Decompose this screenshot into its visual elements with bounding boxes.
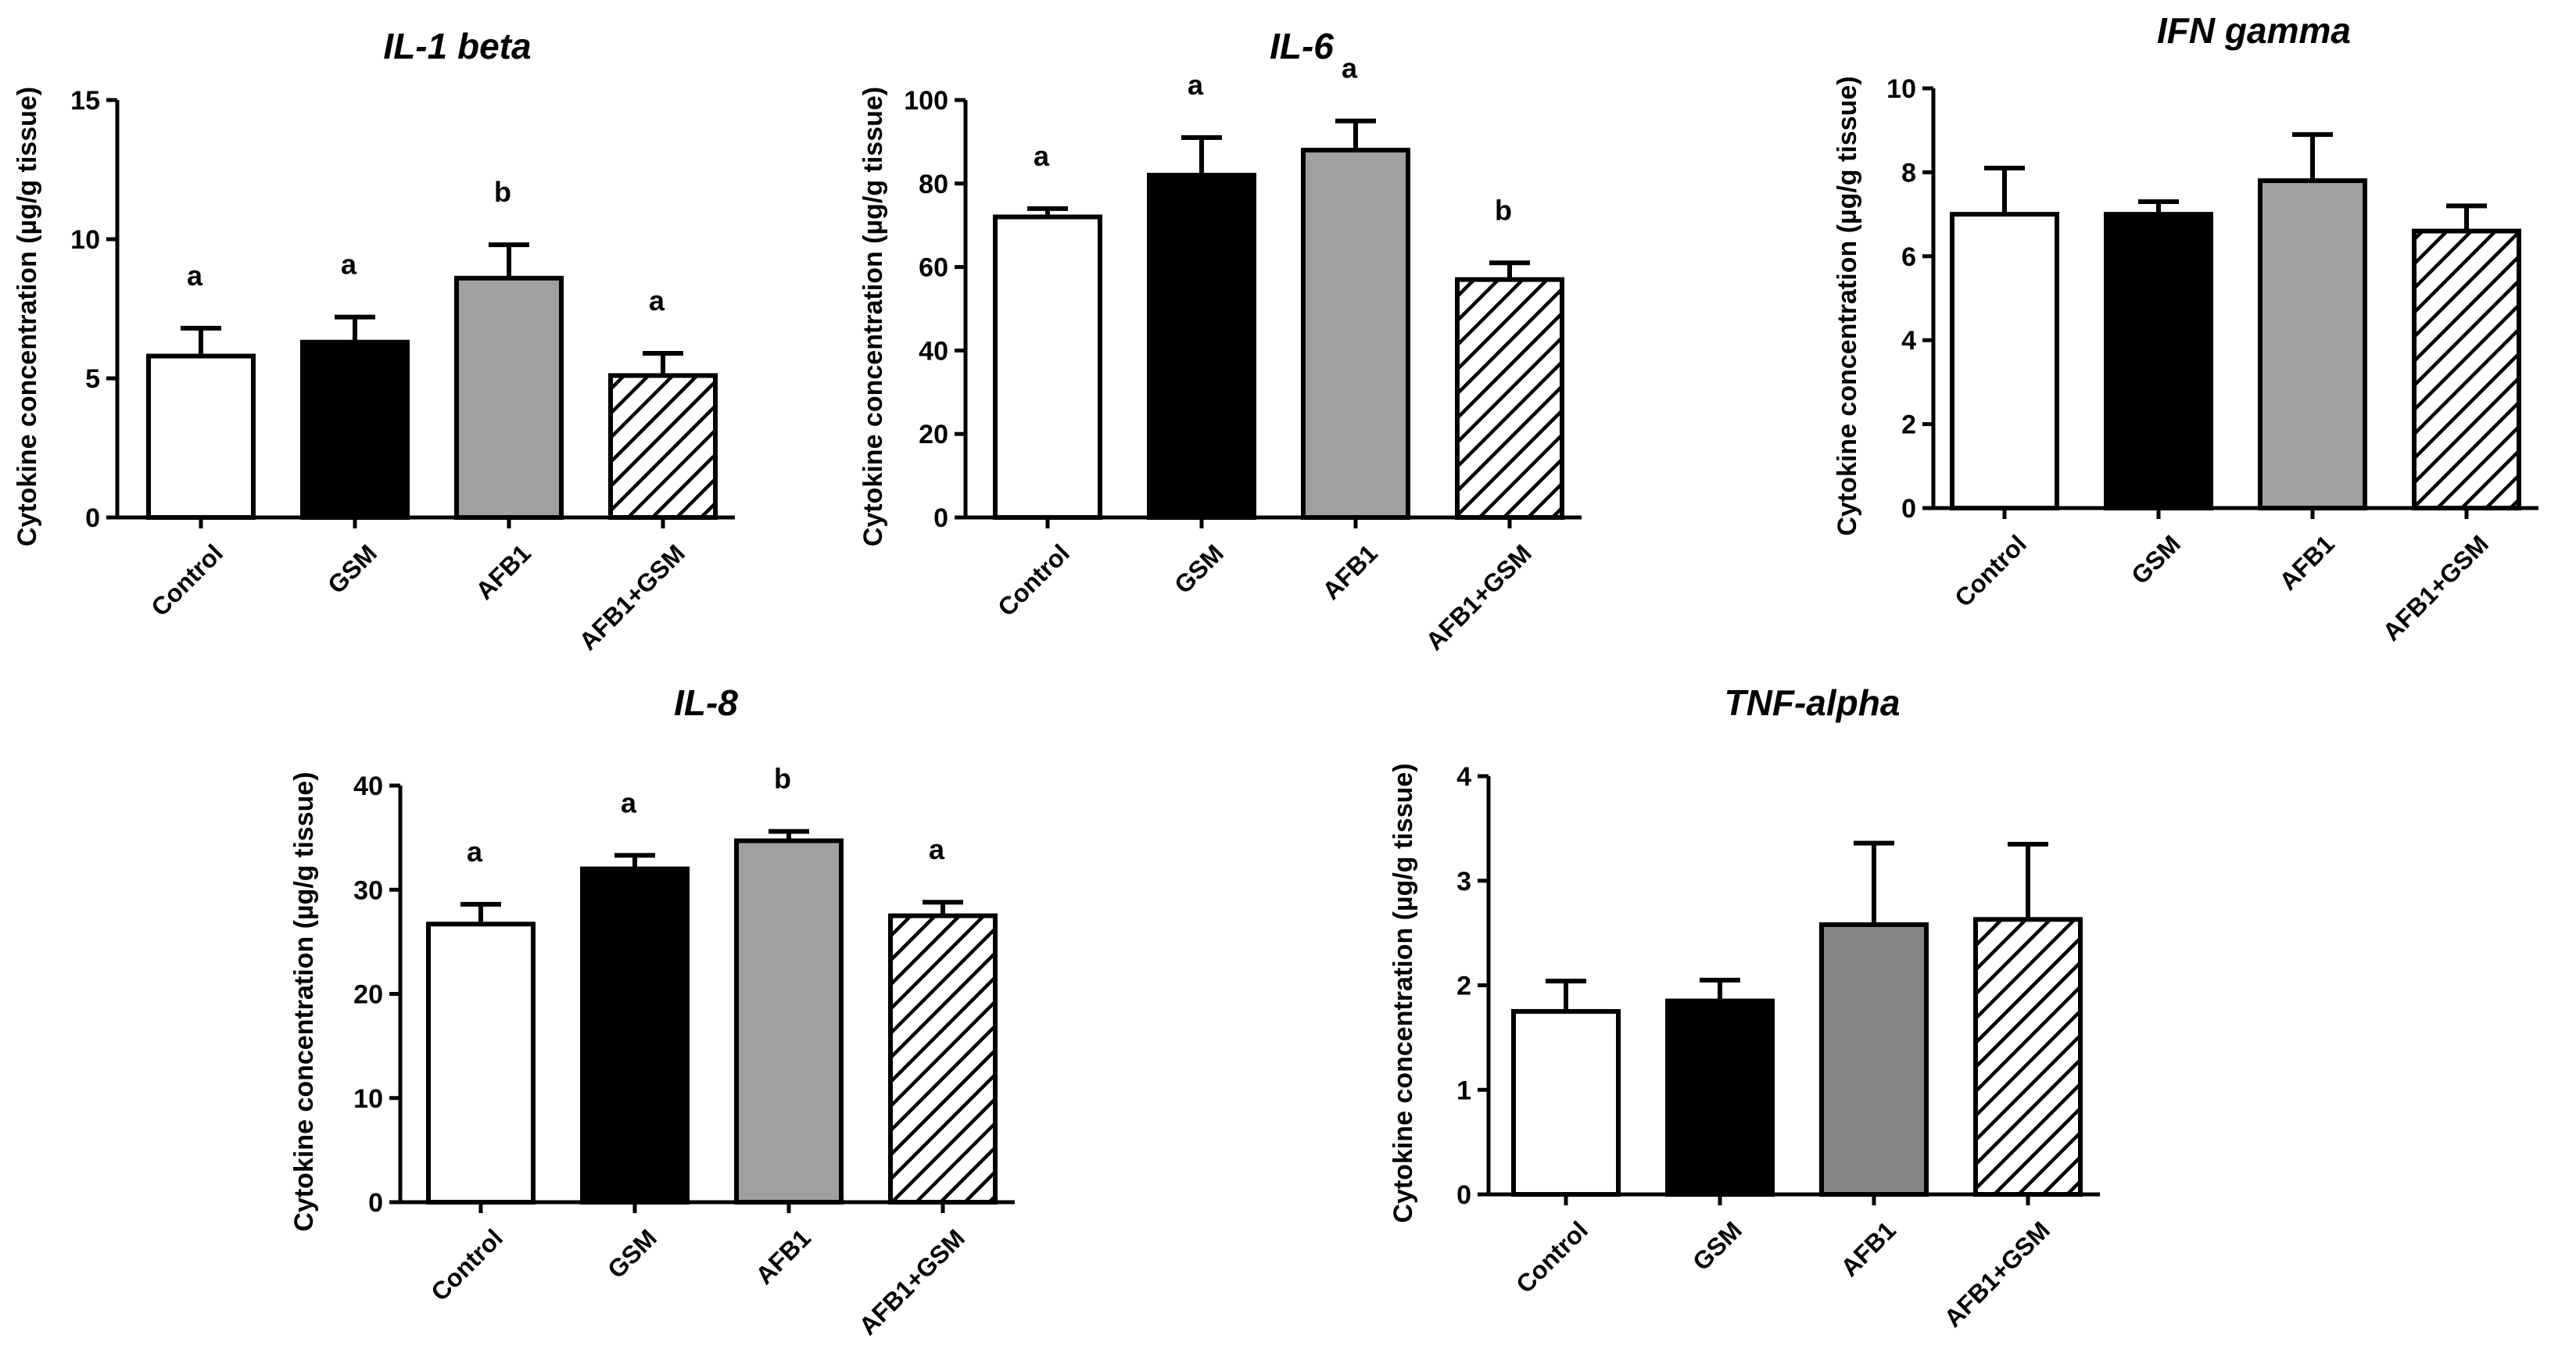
x-tick-label: Control — [425, 1223, 508, 1306]
bar-afb1-gsm — [1455, 277, 1564, 520]
significance-label: b — [494, 176, 511, 208]
x-tick-label: AFB1+GSM — [1421, 539, 1537, 655]
bar-control — [146, 353, 256, 520]
y-tick-label: 20 — [919, 420, 948, 449]
y-tick-label: 2 — [1901, 410, 1916, 440]
bar-afb1 — [1819, 922, 1929, 1198]
bar-control — [1511, 1008, 1621, 1197]
significance-label: b — [1495, 194, 1512, 226]
bar-gsm — [300, 339, 410, 520]
x-tick-label: AFB1 — [1317, 539, 1383, 605]
bar-gsm — [1147, 173, 1256, 520]
chart-panel-1: IL-6 Cytokine concentration (µg/g tissue)… — [858, 26, 1582, 656]
y-axis-label: Cytokine concentration (µg/g tissue) — [1388, 763, 1418, 1223]
y-tick-label: 30 — [353, 875, 383, 905]
y-axis-label: Cytokine concentration (µg/g tissue) — [13, 87, 42, 546]
x-tick-label: AFB1 — [2273, 529, 2340, 596]
bar-control — [426, 922, 536, 1205]
y-tick-label: 5 — [85, 364, 100, 394]
significance-label: a — [649, 285, 665, 317]
x-tick-label: AFB1+GSM — [1939, 1215, 2055, 1332]
chart-title: IFN gamma — [2157, 10, 2351, 51]
y-tick-label: 3 — [1456, 867, 1471, 897]
x-tick-label: GSM — [2126, 529, 2186, 589]
bar-gsm — [1665, 998, 1775, 1197]
y-tick-label: 15 — [70, 86, 100, 116]
bar-afb1-gsm — [1973, 917, 2083, 1198]
x-tick-label: AFB1+GSM — [574, 539, 690, 655]
significance-label: a — [1034, 140, 1050, 172]
y-tick-label: 10 — [70, 225, 100, 255]
y-axis-label: Cytokine concentration (µg/g tissue) — [858, 87, 888, 546]
bar-gsm — [2104, 212, 2213, 510]
x-tick-label: Control — [1949, 529, 2032, 612]
y-tick-label: 10 — [353, 1084, 383, 1114]
significance-label: a — [621, 786, 637, 818]
y-axis-label: Cytokine concentration (µg/g tissue) — [1833, 76, 1862, 535]
chart-panel-0: IL-1 beta Cytokine concentration (µg/g ti… — [13, 26, 735, 656]
y-tick-label: 4 — [1456, 762, 1471, 792]
y-tick-label: 10 — [1886, 74, 1916, 104]
bar-control — [993, 214, 1102, 520]
x-tick-label: Control — [145, 539, 228, 621]
bar-afb1 — [1301, 148, 1410, 521]
y-tick-label: 0 — [933, 503, 948, 533]
x-tick-label: AFB1 — [750, 1223, 816, 1290]
y-tick-label: 60 — [919, 253, 948, 283]
x-tick-label: AFB1 — [1835, 1215, 1901, 1282]
x-tick-label: AFB1+GSM — [854, 1223, 970, 1340]
y-tick-label: 8 — [1901, 158, 1916, 188]
x-tick-label: Control — [1510, 1215, 1593, 1298]
y-tick-label: 0 — [1456, 1180, 1471, 1210]
y-tick-label: 100 — [904, 86, 948, 116]
significance-label: a — [929, 833, 945, 865]
x-tick-label: GSM — [1169, 539, 1229, 599]
x-tick-label: GSM — [1687, 1215, 1747, 1276]
bar-afb1 — [734, 838, 844, 1205]
y-axis-label: Cytokine concentration (µg/g tissue) — [289, 772, 319, 1231]
bar-afb1-gsm — [608, 373, 718, 520]
significance-label: b — [774, 763, 791, 795]
chart-panel-3: IL-8 Cytokine concentration (µg/g tissue)… — [289, 682, 1015, 1341]
x-tick-label: GSM — [602, 1223, 662, 1283]
chart-panel-4: TNF-alpha Cytokine concentration (µg/g ti… — [1388, 682, 2100, 1333]
y-tick-label: 80 — [919, 170, 948, 199]
y-tick-label: 2 — [1456, 972, 1471, 1001]
significance-label: a — [1342, 52, 1358, 84]
y-tick-label: 20 — [353, 980, 383, 1010]
bar-afb1-gsm — [888, 913, 998, 1205]
y-tick-label: 0 — [85, 503, 100, 533]
significance-label: a — [1188, 69, 1204, 101]
bar-control — [1950, 212, 2059, 510]
y-tick-label: 0 — [368, 1188, 383, 1218]
x-tick-label: GSM — [322, 539, 382, 599]
y-tick-label: 6 — [1901, 242, 1916, 272]
bar-gsm — [580, 866, 690, 1205]
x-tick-label: Control — [992, 539, 1075, 621]
x-tick-label: AFB1+GSM — [2377, 529, 2494, 646]
chart-title: IL-8 — [674, 682, 738, 723]
bar-afb1 — [2258, 178, 2367, 510]
x-tick-label: AFB1 — [470, 539, 536, 605]
significance-label: a — [341, 249, 357, 281]
chart-title: IL-1 beta — [383, 26, 531, 66]
y-tick-label: 1 — [1456, 1076, 1471, 1105]
y-tick-label: 40 — [353, 772, 383, 801]
bar-afb1-gsm — [2412, 228, 2521, 510]
chart-title: IL-6 — [1270, 26, 1334, 66]
y-tick-label: 4 — [1901, 326, 1916, 356]
chart-title: TNF-alpha — [1725, 682, 1901, 723]
chart-panel-2: IFN gamma Cytokine concentration (µg/g ti… — [1833, 10, 2538, 646]
y-tick-label: 0 — [1901, 494, 1916, 524]
bar-afb1 — [454, 275, 564, 520]
significance-label: a — [467, 836, 483, 868]
y-tick-label: 40 — [919, 336, 948, 366]
significance-label: a — [187, 260, 203, 292]
